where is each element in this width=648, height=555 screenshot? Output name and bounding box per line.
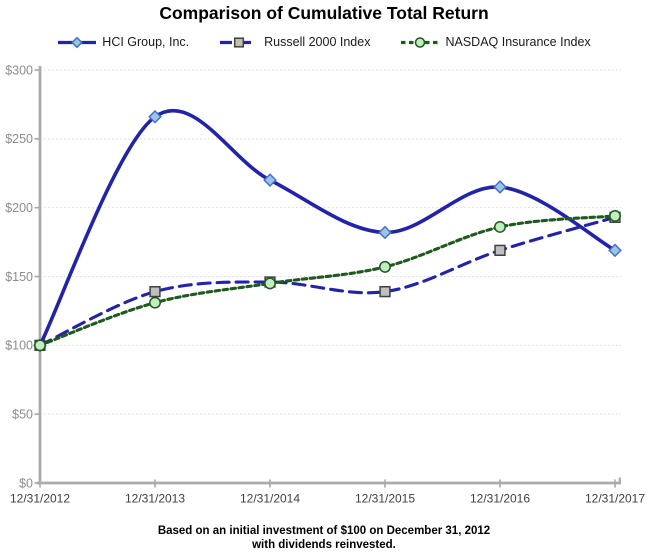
data-point-marker-circle — [264, 277, 276, 290]
data-point-marker-diamond — [71, 36, 84, 48]
y-axis-tick-label: $200 — [5, 201, 33, 215]
legend-item-hci-group: HCI Group, Inc. — [57, 35, 189, 49]
x-axis-tick-label: 12/31/2012 — [10, 492, 70, 506]
series-russell-2000-index — [34, 211, 621, 351]
data-point-marker-circle — [609, 209, 621, 222]
y-axis-tick-label: $0 — [19, 476, 33, 490]
y-axis-tick-label: $150 — [5, 270, 33, 284]
legend-item-nasdaq-insurance: NASDAQ Insurance Index — [400, 35, 591, 49]
x-axis-tick-label: 12/31/2013 — [125, 492, 185, 506]
y-axis-tick-label: $100 — [5, 339, 33, 353]
data-point-marker-diamond — [148, 109, 162, 124]
data-point-marker-circle — [415, 36, 426, 48]
legend-swatch-russell-line-square-icon — [220, 36, 259, 48]
series-line — [38, 215, 617, 347]
legend: HCI Group, Inc. Russell 2000 Index NASDA… — [0, 33, 648, 51]
footnote-line-2: with dividends reinvested. — [252, 539, 396, 551]
data-point-marker-square — [149, 285, 161, 298]
x-axis-tick-label: 12/31/2014 — [240, 492, 300, 506]
chart-footnote: Based on an initial investment of $100 o… — [0, 524, 648, 552]
data-point-marker-square — [379, 285, 391, 298]
data-point-marker-diamond — [263, 173, 277, 187]
y-axis-tick-label: $50 — [12, 407, 33, 421]
data-point-marker-diamond — [608, 243, 622, 258]
data-point-marker-diamond — [493, 180, 507, 194]
data-point-marker-circle — [494, 220, 506, 233]
data-point-marker-diamond — [378, 225, 392, 240]
x-axis-tick-label: 12/31/2017 — [585, 492, 645, 506]
series-hci-group-inc — [33, 108, 622, 353]
legend-label-nasdaq-insurance: NASDAQ Insurance Index — [445, 35, 591, 49]
data-point-marker-square — [234, 36, 245, 48]
series-line — [38, 214, 617, 347]
legend-label-russell-2000: Russell 2000 Index — [264, 35, 371, 49]
legend-item-russell-2000: Russell 2000 Index — [219, 35, 370, 49]
series-line — [38, 108, 617, 348]
data-point-marker-circle — [379, 260, 391, 273]
data-point-marker-square — [494, 244, 506, 256]
x-axis-tick-label: 12/31/2015 — [355, 492, 415, 506]
x-axis-tick-label: 12/31/2016 — [470, 492, 530, 506]
y-axis-tick-label: $250 — [5, 132, 33, 146]
legend-label-hci-group: HCI Group, Inc. — [102, 35, 190, 49]
y-axis-tick-label: $300 — [5, 63, 33, 77]
data-point-marker-circle — [149, 296, 161, 309]
footnote-line-1: Based on an initial investment of $100 o… — [157, 525, 491, 537]
chart-title: Comparison of Cumulative Total Return — [159, 3, 489, 23]
data-point-marker-circle — [34, 339, 46, 352]
legend-swatch-nasdaq-line-circle-icon — [401, 36, 440, 48]
series-nasdaq-insurance-index — [34, 209, 621, 352]
legend-swatch-hci-line-diamond-icon — [58, 36, 97, 48]
